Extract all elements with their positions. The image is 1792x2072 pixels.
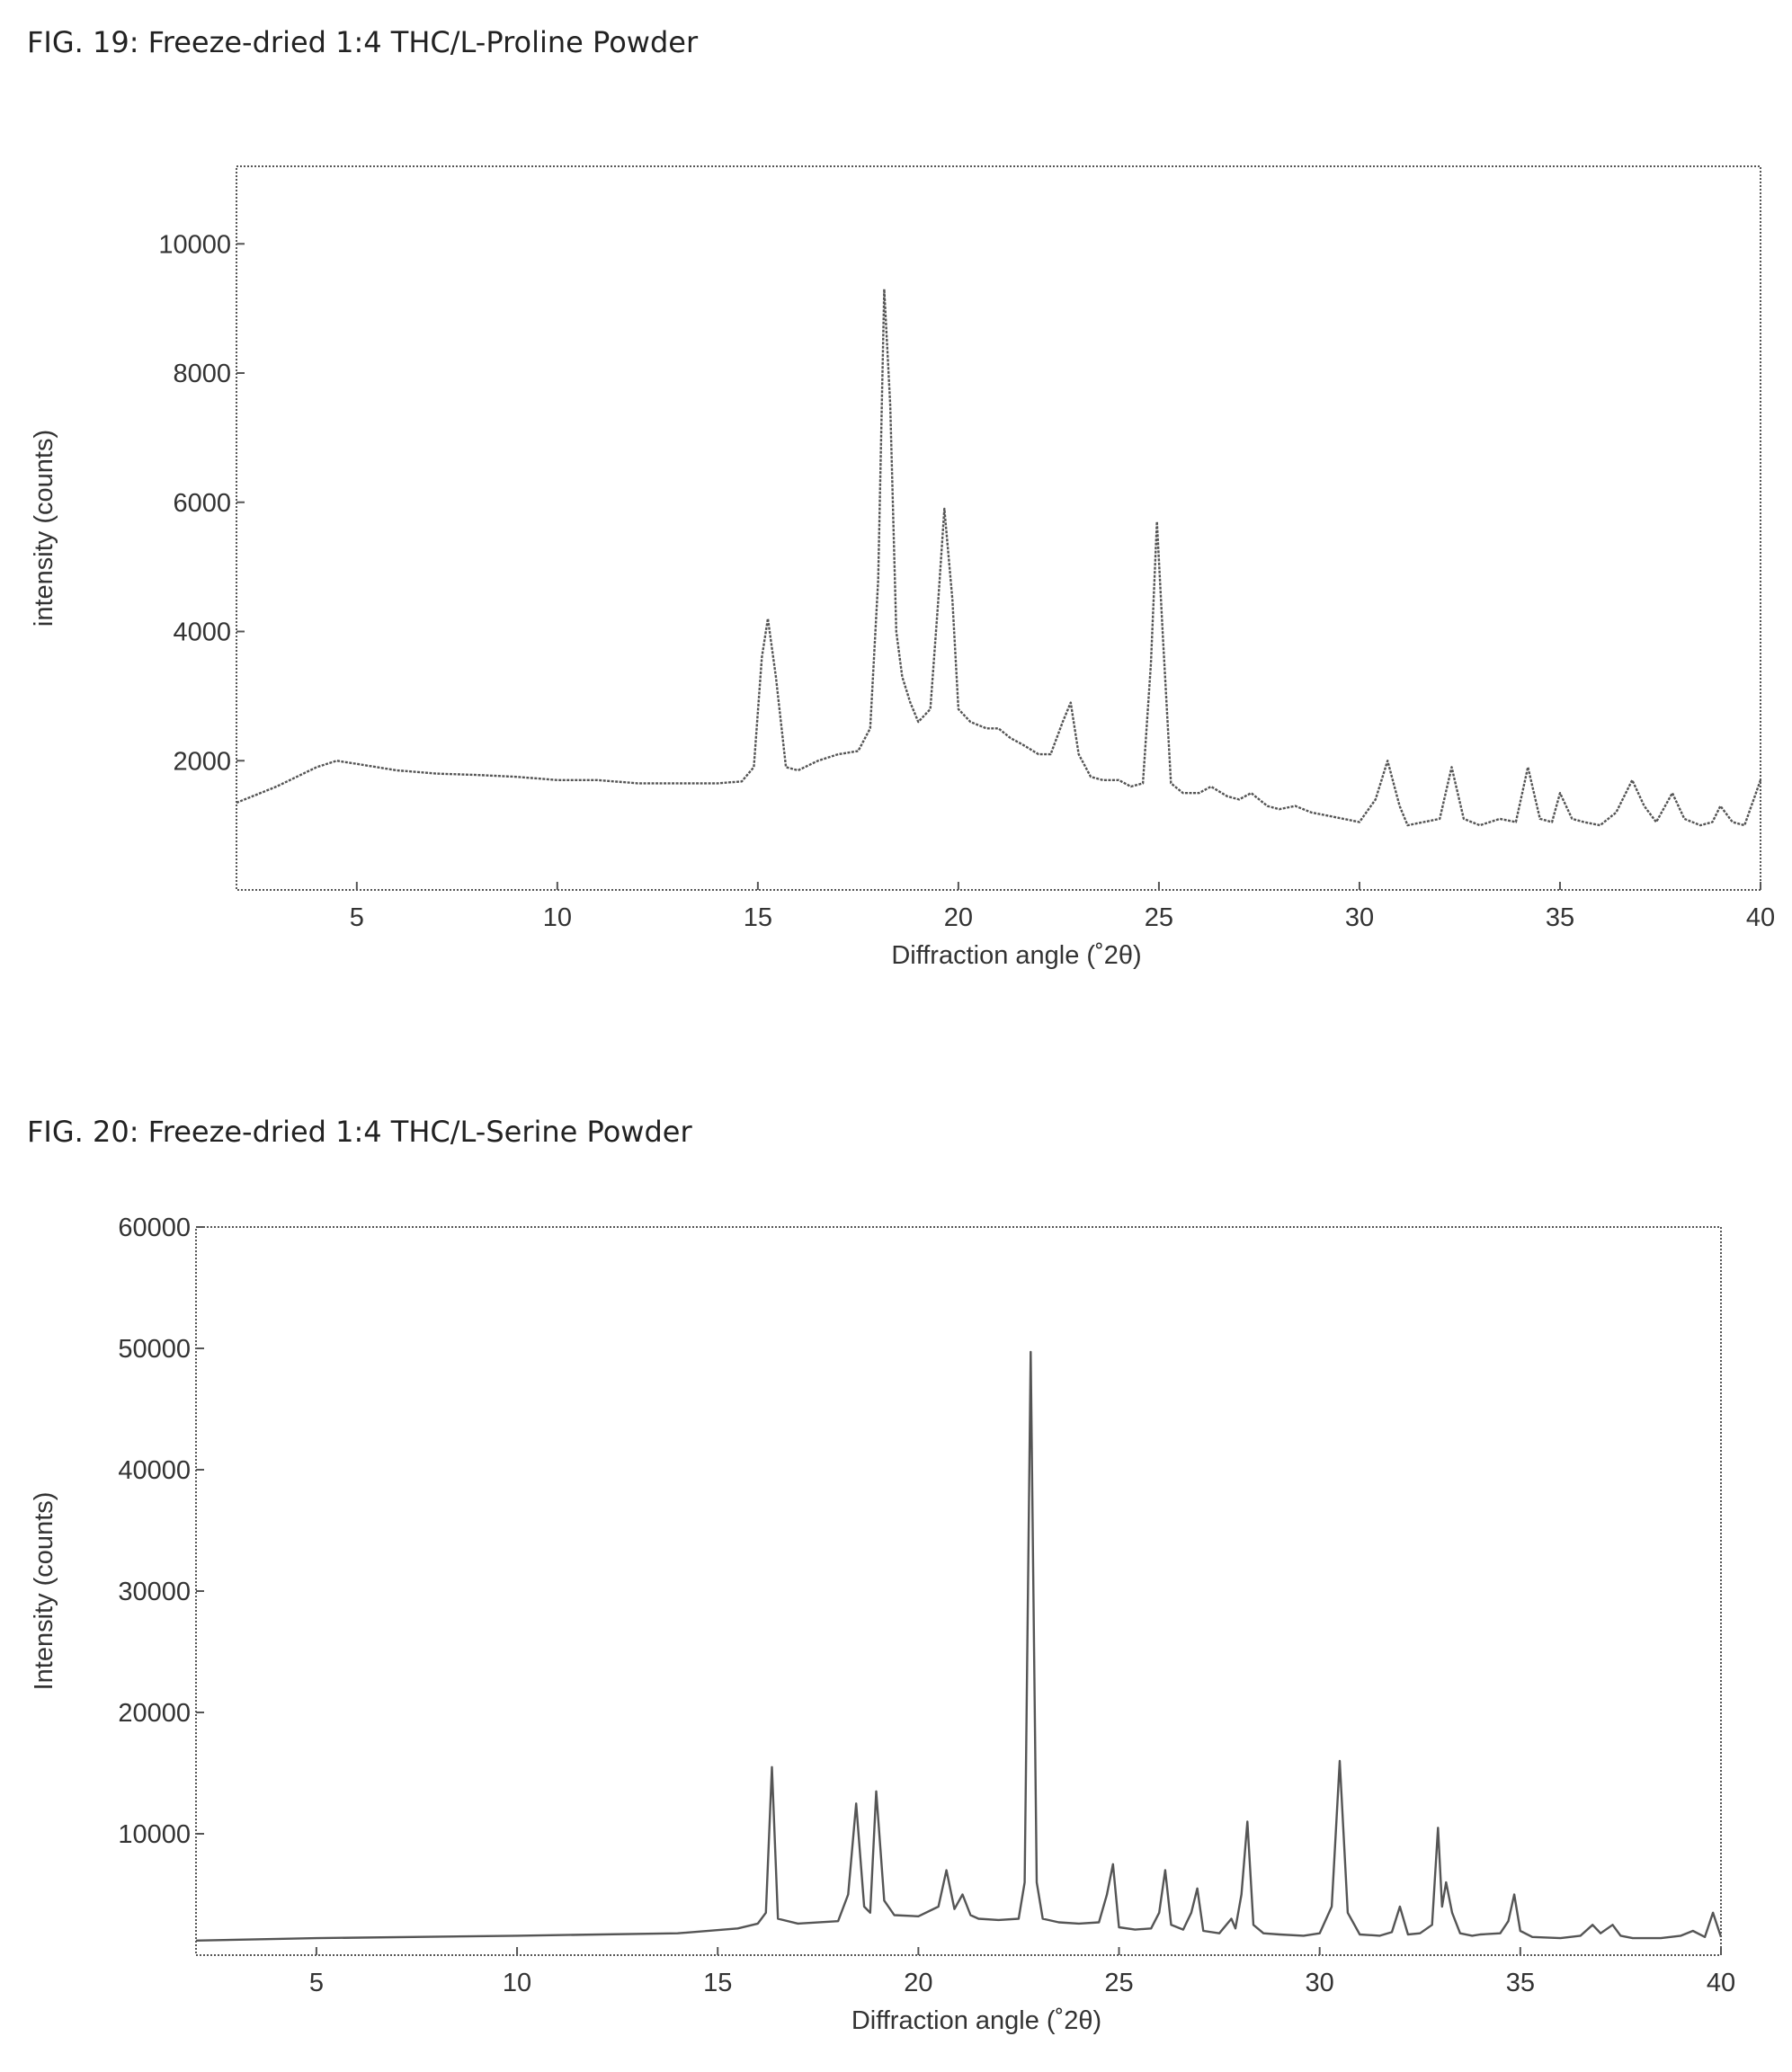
y-tick-label: 40000 bbox=[118, 1456, 191, 1485]
y-tick-label: 2000 bbox=[173, 747, 231, 776]
figure-19-caption: FIG. 19: Freeze-dried 1:4 THC/L-Proline … bbox=[27, 25, 699, 59]
x-tick-label: 40 bbox=[1746, 903, 1775, 932]
y-tick-label: 8000 bbox=[173, 360, 231, 388]
y-tick-label: 4000 bbox=[173, 618, 231, 647]
chart-fig-20-serine-xrd: 5 10 15 20 25 30 35 40 10000 20000 30000 40000 50000… bbox=[30, 1214, 1735, 2035]
x-tick-label: 5 bbox=[309, 1969, 324, 1997]
y-tick-label: 10000 bbox=[118, 1820, 191, 1849]
x-tick-label: 35 bbox=[1546, 903, 1574, 932]
x-tick-label: 15 bbox=[744, 903, 772, 932]
x-tick-label: 30 bbox=[1345, 903, 1374, 932]
plot-frame bbox=[195, 1226, 1722, 1956]
x-tick-label: 35 bbox=[1506, 1969, 1535, 1997]
y-tick-label: 20000 bbox=[118, 1699, 191, 1728]
x-tick-label: 20 bbox=[944, 903, 973, 932]
diffraction-pattern-line bbox=[195, 1350, 1723, 1942]
chart-fig-19-proline-xrd: 5 10 15 20 25 30 35 40 2000 4000 6000 8000 10000 Diff… bbox=[30, 165, 1775, 970]
x-tick-label: 10 bbox=[543, 903, 572, 932]
x-axis-label: Diffraction angle (˚2θ) bbox=[891, 941, 1141, 970]
y-axis-label: Intensity (counts) bbox=[30, 1492, 58, 1691]
figure-20-caption: FIG. 20: Freeze-dried 1:4 THC/L-Serine P… bbox=[27, 1115, 692, 1149]
y-tick-label: 10000 bbox=[158, 230, 231, 259]
x-tick-label: 40 bbox=[1707, 1969, 1735, 1997]
y-tick-label: 50000 bbox=[118, 1335, 191, 1364]
x-tick-label: 10 bbox=[503, 1969, 531, 1997]
x-tick-label: 25 bbox=[1145, 903, 1173, 932]
diffraction-pattern-line bbox=[236, 288, 1762, 827]
x-tick-label: 20 bbox=[904, 1969, 932, 1997]
x-tick-label: 15 bbox=[703, 1969, 732, 1997]
x-tick-label: 25 bbox=[1104, 1969, 1133, 1997]
plot-frame bbox=[236, 165, 1761, 891]
y-tick-label: 60000 bbox=[118, 1214, 191, 1242]
y-axis-label: intensity (counts) bbox=[30, 430, 58, 627]
x-tick-label: 30 bbox=[1306, 1969, 1334, 1997]
x-axis-label: Diffraction angle (˚2θ) bbox=[851, 2006, 1101, 2035]
x-tick-label: 5 bbox=[350, 903, 364, 932]
y-tick-label: 6000 bbox=[173, 489, 231, 518]
y-tick-label: 30000 bbox=[118, 1578, 191, 1606]
